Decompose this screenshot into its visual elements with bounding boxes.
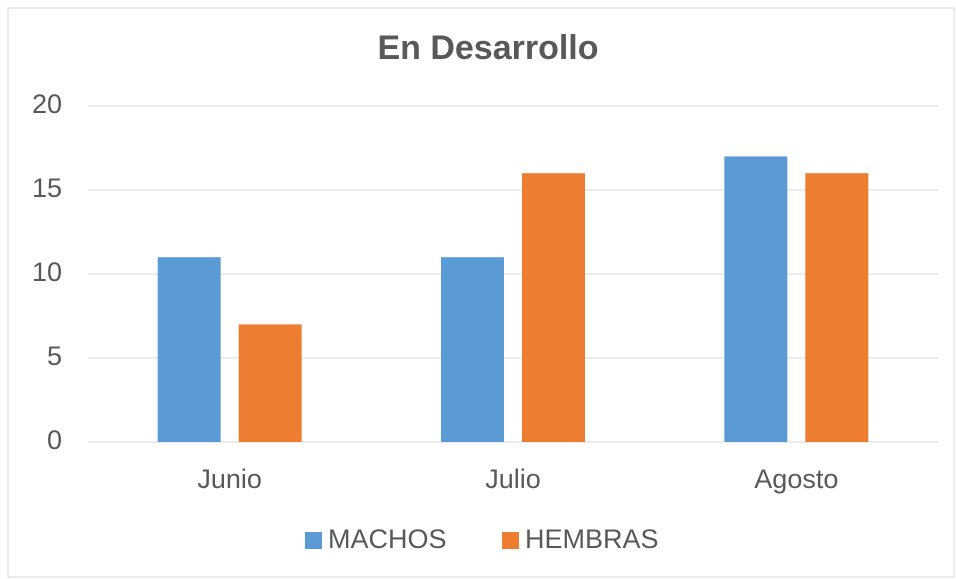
- legend-label: HEMBRAS: [525, 524, 659, 554]
- y-tick-label: 0: [47, 425, 62, 455]
- x-tick-label: Julio: [485, 464, 541, 494]
- y-tick-label: 5: [47, 341, 62, 371]
- y-tick-label: 10: [32, 257, 62, 287]
- legend-swatch: [502, 532, 519, 549]
- bar: [724, 156, 788, 442]
- y-tick-label: 20: [32, 89, 62, 119]
- x-tick-label: Junio: [197, 464, 262, 494]
- legend-label: MACHOS: [328, 524, 447, 554]
- bar: [522, 173, 585, 442]
- y-tick-label: 15: [32, 173, 62, 203]
- bar: [805, 173, 869, 442]
- bar: [157, 257, 221, 442]
- bar: [238, 324, 302, 442]
- legend-swatch: [305, 532, 322, 549]
- chart-title: En Desarrollo: [377, 29, 598, 67]
- bar: [441, 257, 504, 442]
- x-tick-label: Agosto: [754, 464, 838, 494]
